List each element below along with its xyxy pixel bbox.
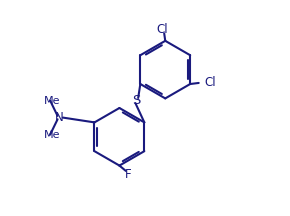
Text: F: F <box>125 168 131 181</box>
Text: Me: Me <box>44 95 60 106</box>
Text: Cl: Cl <box>156 23 168 36</box>
Text: Cl: Cl <box>204 76 216 89</box>
Text: N: N <box>55 111 64 124</box>
Text: Me: Me <box>44 130 60 140</box>
Text: S: S <box>132 94 141 107</box>
